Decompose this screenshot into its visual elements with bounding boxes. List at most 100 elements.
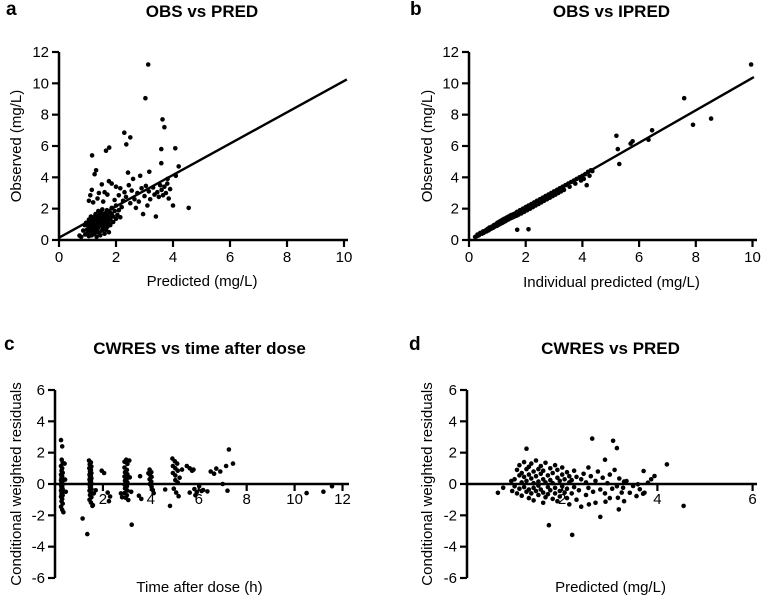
data-point bbox=[130, 176, 136, 182]
data-point bbox=[116, 207, 122, 213]
data-point bbox=[589, 436, 595, 441]
data-point bbox=[159, 187, 164, 193]
x-tick-label: 8 bbox=[283, 249, 291, 266]
data-point bbox=[196, 484, 202, 489]
y-axis-label-a: Observed (mg/L) bbox=[7, 89, 25, 203]
data-point bbox=[88, 193, 93, 198]
data-point bbox=[93, 168, 99, 173]
data-point bbox=[578, 477, 584, 482]
data-point bbox=[85, 531, 90, 537]
data-point bbox=[557, 478, 563, 484]
data-point bbox=[617, 161, 622, 167]
data-point bbox=[586, 465, 591, 470]
data-point bbox=[165, 176, 170, 182]
data-point bbox=[509, 488, 515, 494]
panel-title-c: CWRES vs time after dose bbox=[93, 339, 306, 358]
y-tick-label: 0 bbox=[41, 232, 49, 249]
y-tick-label: 2 bbox=[37, 445, 45, 462]
data-point bbox=[521, 474, 527, 480]
data-point bbox=[681, 503, 686, 509]
data-point bbox=[100, 199, 106, 204]
data-point bbox=[139, 496, 144, 502]
data-point bbox=[552, 485, 558, 491]
data-point bbox=[546, 522, 552, 528]
data-point bbox=[147, 197, 153, 202]
data-point bbox=[80, 516, 85, 521]
data-point bbox=[165, 181, 170, 186]
data-point bbox=[167, 503, 173, 509]
data-point bbox=[143, 95, 148, 101]
data-point bbox=[512, 477, 517, 482]
data-point bbox=[120, 198, 126, 204]
data-point bbox=[175, 480, 180, 485]
data-point bbox=[574, 474, 579, 480]
data-point bbox=[555, 467, 560, 473]
x-axis-label-d: Predicted (mg/L) bbox=[555, 579, 666, 596]
data-point bbox=[123, 194, 129, 200]
data-point bbox=[681, 95, 687, 101]
data-point bbox=[617, 476, 622, 481]
data-point bbox=[137, 473, 143, 479]
data-point bbox=[59, 444, 65, 449]
y-tick-label: 4 bbox=[449, 413, 457, 430]
data-point bbox=[96, 190, 102, 196]
data-point bbox=[220, 481, 225, 487]
x-tick-label: 6 bbox=[226, 249, 234, 266]
data-point bbox=[607, 495, 613, 501]
data-point bbox=[191, 467, 196, 472]
data-point bbox=[581, 471, 586, 477]
panel-title-d: CWRES vs PRED bbox=[541, 339, 680, 358]
data-point bbox=[218, 469, 223, 474]
y-tick-label: 4 bbox=[41, 169, 49, 186]
data-point bbox=[571, 484, 577, 490]
data-point bbox=[519, 493, 524, 499]
panel-a-plot: 0 2 4 6 8 10 12 0 2 4 6 8 10 bbox=[32, 44, 352, 266]
data-point bbox=[615, 495, 621, 501]
x-tick-label: 4 bbox=[147, 491, 155, 508]
data-point bbox=[90, 200, 96, 205]
data-point bbox=[89, 187, 95, 193]
data-point bbox=[113, 184, 119, 189]
data-point bbox=[590, 168, 595, 174]
data-point bbox=[576, 488, 582, 493]
data-point bbox=[590, 489, 596, 495]
data-point bbox=[127, 475, 133, 480]
data-point bbox=[605, 480, 610, 486]
data-point bbox=[529, 491, 534, 496]
data-point bbox=[603, 499, 608, 505]
y-tick-label: 6 bbox=[451, 138, 459, 155]
x-tick-label: 0 bbox=[465, 249, 473, 266]
x-tick-label: 2 bbox=[522, 249, 530, 266]
data-point bbox=[128, 489, 134, 495]
x-tick-label: 8 bbox=[692, 249, 700, 266]
data-point bbox=[173, 490, 179, 495]
data-point bbox=[529, 461, 534, 466]
panel-title-a: OBS vs PRED bbox=[145, 2, 259, 21]
data-point bbox=[645, 480, 651, 486]
y-axis-label-c: Conditional weighted residuals bbox=[7, 382, 25, 586]
data-point bbox=[118, 215, 123, 220]
data-point bbox=[540, 490, 546, 495]
data-point bbox=[748, 62, 754, 67]
data-point bbox=[137, 173, 143, 179]
data-point bbox=[545, 473, 551, 478]
x-tick-label: 6 bbox=[195, 491, 203, 508]
data-point bbox=[118, 186, 123, 191]
data-point bbox=[619, 490, 624, 495]
data-point bbox=[564, 469, 570, 475]
data-point bbox=[616, 507, 622, 512]
data-point bbox=[101, 470, 107, 476]
data-point bbox=[159, 160, 164, 166]
data-point bbox=[62, 461, 67, 466]
panel-d-plot: -6 -4 -2 0 2 4 6 2 4 6 bbox=[444, 382, 757, 587]
data-point bbox=[612, 467, 617, 473]
data-point bbox=[583, 492, 589, 498]
data-point bbox=[583, 480, 589, 485]
data-point bbox=[106, 229, 112, 235]
data-point bbox=[536, 492, 541, 498]
data-point bbox=[124, 142, 129, 147]
data-point bbox=[135, 190, 140, 196]
data-point bbox=[151, 490, 156, 496]
data-point bbox=[642, 490, 647, 496]
data-point bbox=[86, 198, 92, 204]
